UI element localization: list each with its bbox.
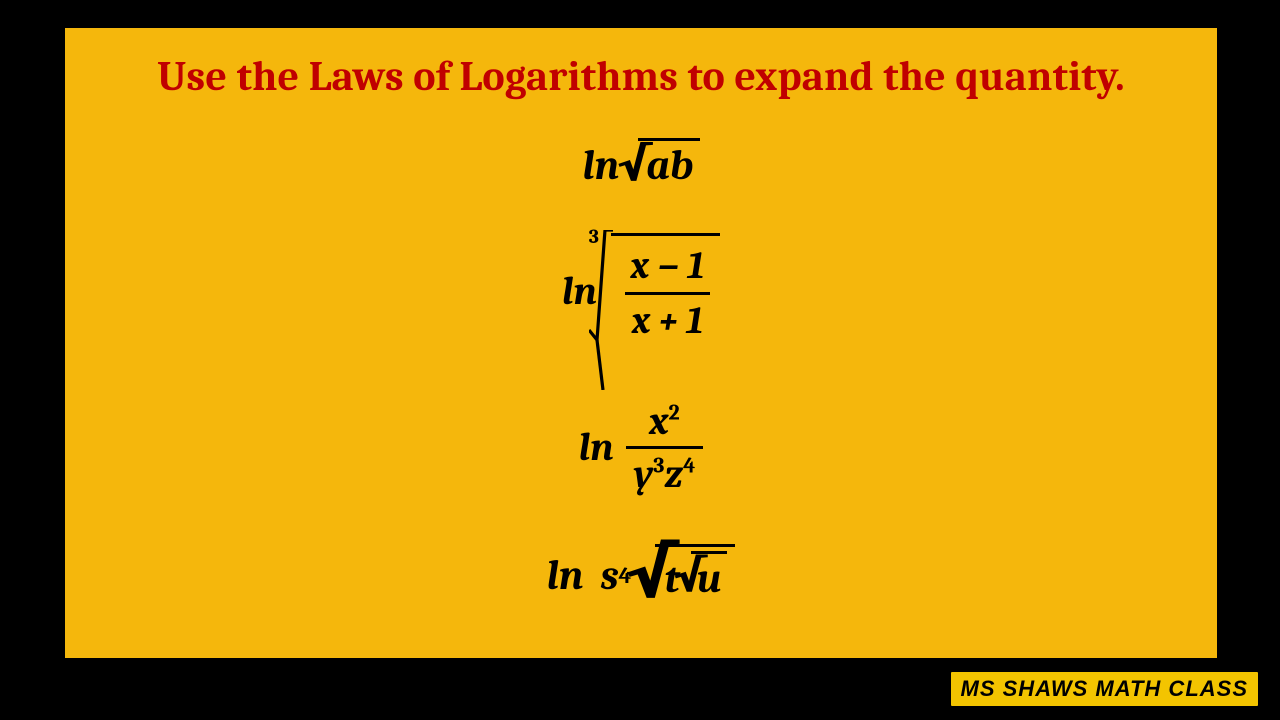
stage: Use the Laws of Logarithms to expand the…	[0, 0, 1280, 720]
den-e1: 3	[653, 452, 664, 478]
fraction-bar	[626, 446, 704, 449]
outer-base: s	[601, 551, 619, 600]
radical-symbol: √	[625, 530, 680, 613]
expression-1: ln √ ab	[582, 138, 699, 198]
space	[583, 551, 600, 600]
sqrt-icon: √ ab	[634, 138, 699, 190]
vinculum: x − 1 x + 1	[611, 233, 720, 349]
math-area: ln √ ab ln 3 x − 1	[65, 128, 1217, 638]
denominator: y3z4	[626, 451, 704, 497]
fraction-bar	[625, 292, 710, 295]
watermark-badge: MS SHAWS MATH CLASS	[949, 670, 1260, 708]
radical-tail-icon	[589, 230, 613, 390]
inner-sqrt: √ u	[689, 551, 728, 603]
numerator: x2	[641, 398, 687, 444]
radical-symbol: √	[616, 136, 653, 191]
cube-root: 3 x − 1 x + 1	[611, 233, 720, 349]
fraction: x − 1 x + 1	[625, 244, 710, 343]
fraction: x2 y3z4	[626, 398, 704, 497]
denominator: x + 1	[626, 299, 709, 343]
slide-title: Use the Laws of Logarithms to expand the…	[65, 52, 1217, 101]
num-exp: 2	[669, 399, 680, 425]
fn-ln: ln	[547, 551, 584, 600]
expression-2: ln 3 x − 1 x + 1	[562, 206, 720, 376]
den-b2: z	[664, 451, 683, 497]
slide: Use the Laws of Logarithms to expand the…	[65, 28, 1217, 658]
den-e2: 4	[683, 452, 695, 478]
radical-symbol: √	[673, 549, 708, 602]
num-base: x	[649, 398, 668, 444]
fn-ln: ln	[582, 141, 619, 190]
expression-4: ln s4 √ t √ u	[547, 520, 736, 630]
fn-ln: ln	[579, 424, 614, 470]
outer-sqrt: √ t √ u	[649, 544, 736, 607]
numerator: x − 1	[625, 244, 710, 288]
expression-3: ln x2 y3z4	[579, 382, 704, 512]
den-b1: y	[634, 451, 654, 497]
